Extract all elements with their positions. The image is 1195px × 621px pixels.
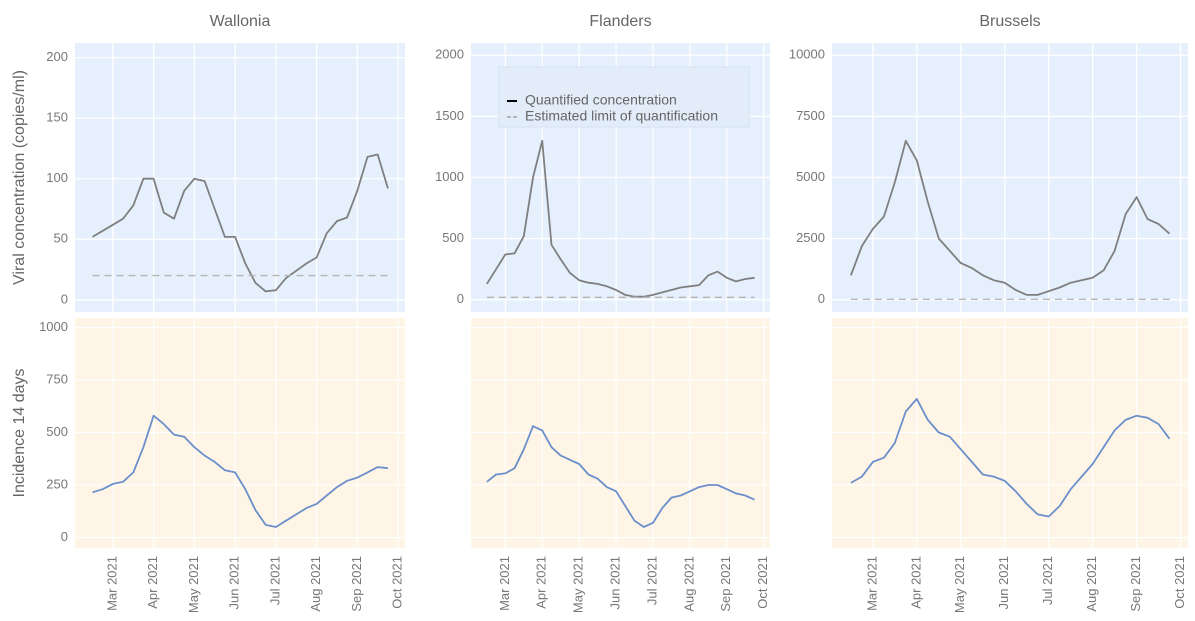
x-tick-label: Mar 2021 — [864, 556, 879, 611]
data-line — [486, 425, 755, 528]
panel-title: Brussels — [979, 13, 1040, 30]
y-tick-label: 500 — [442, 230, 464, 245]
x-tick-label: Aug 2021 — [1084, 556, 1099, 612]
y-axis-title: Viral concentration (copies/ml) — [11, 70, 28, 285]
y-tick-label: 500 — [46, 424, 68, 439]
x-tick-label: May 2021 — [571, 556, 586, 613]
data-line — [92, 153, 389, 293]
y-tick-label: 7500 — [796, 108, 825, 123]
x-tick-label: Aug 2021 — [308, 556, 323, 612]
x-tick-label: Sep 2021 — [718, 556, 733, 612]
x-tick-label: Oct 2021 — [1172, 556, 1187, 609]
y-tick-label: 1500 — [435, 108, 464, 123]
x-tick-label: Jun 2021 — [227, 556, 242, 610]
x-tick-label: Oct 2021 — [755, 556, 770, 609]
x-tick-label: Oct 2021 — [390, 556, 405, 609]
data-line — [850, 398, 1171, 518]
y-tick-label: 150 — [46, 110, 68, 125]
x-tick-label: Sep 2021 — [349, 556, 364, 612]
y-tick-label: 0 — [457, 291, 464, 306]
y-tick-label: 50 — [54, 231, 68, 246]
y-tick-label: 10000 — [789, 47, 825, 62]
x-tick-label: Aug 2021 — [681, 556, 696, 612]
y-tick-label: 0 — [818, 291, 825, 306]
panel-background — [75, 43, 405, 312]
x-tick-label: Jun 2021 — [996, 556, 1011, 610]
x-tick-label: Apr 2021 — [534, 556, 549, 609]
y-tick-label: 100 — [46, 170, 68, 185]
x-tick-label: Jul 2021 — [644, 556, 659, 605]
legend-box — [498, 66, 750, 128]
x-tick-label: May 2021 — [952, 556, 967, 613]
legend-label: Quantified concentration — [525, 92, 677, 108]
x-tick-label: Sep 2021 — [1128, 556, 1143, 612]
x-tick-label: Jul 2021 — [1040, 556, 1055, 605]
x-tick-label: Mar 2021 — [104, 556, 119, 611]
data-line — [92, 414, 388, 528]
data-line — [486, 139, 755, 298]
y-axis-title: Incidence 14 days — [11, 369, 28, 498]
y-tick-label: 5000 — [796, 169, 825, 184]
y-tick-label: 0 — [61, 529, 68, 544]
y-tick-label: 1000 — [435, 169, 464, 184]
y-tick-label: 250 — [46, 476, 68, 491]
y-tick-label: 1000 — [39, 319, 68, 334]
y-tick-label: 200 — [46, 49, 68, 64]
x-tick-label: Mar 2021 — [497, 556, 512, 611]
legend-label: Estimated limit of quantification — [525, 108, 718, 124]
y-tick-label: 750 — [46, 371, 68, 386]
panel-title: Flanders — [589, 13, 651, 30]
x-tick-label: May 2021 — [186, 556, 201, 613]
x-tick-label: Jul 2021 — [267, 556, 282, 605]
y-tick-label: 2000 — [435, 47, 464, 62]
panel-title: Wallonia — [210, 13, 271, 30]
y-tick-label: 0 — [61, 291, 68, 306]
x-tick-label: Apr 2021 — [145, 556, 160, 609]
x-tick-label: Apr 2021 — [908, 556, 923, 609]
x-tick-label: Jun 2021 — [608, 556, 623, 610]
y-tick-label: 2500 — [796, 230, 825, 245]
data-line — [850, 139, 1171, 296]
